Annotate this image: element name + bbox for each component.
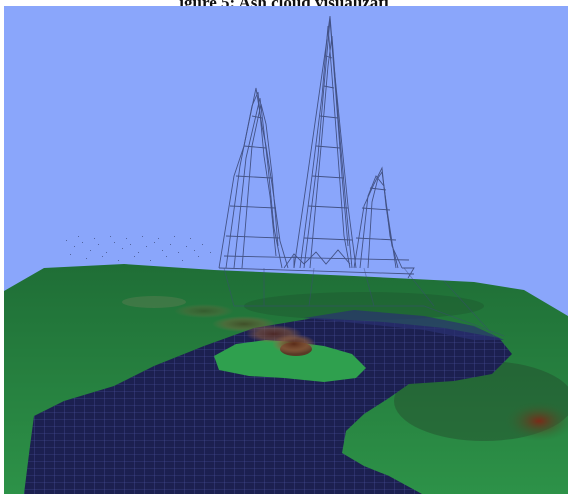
ridge-shading — [244, 292, 484, 320]
render-viewport — [4, 6, 568, 494]
volcanic-island — [214, 340, 366, 382]
scene-svg — [4, 6, 568, 494]
bay-water — [24, 318, 512, 494]
inner-bay-water — [304, 310, 504, 340]
ash-cloud — [122, 296, 316, 354]
high-terrain-brown — [504, 401, 568, 441]
ash-particles — [66, 236, 211, 261]
ash-concentration-wireframe — [218, 15, 505, 337]
